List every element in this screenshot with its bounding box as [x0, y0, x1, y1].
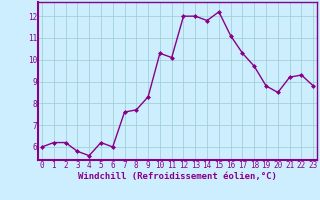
X-axis label: Windchill (Refroidissement éolien,°C): Windchill (Refroidissement éolien,°C)	[78, 172, 277, 181]
